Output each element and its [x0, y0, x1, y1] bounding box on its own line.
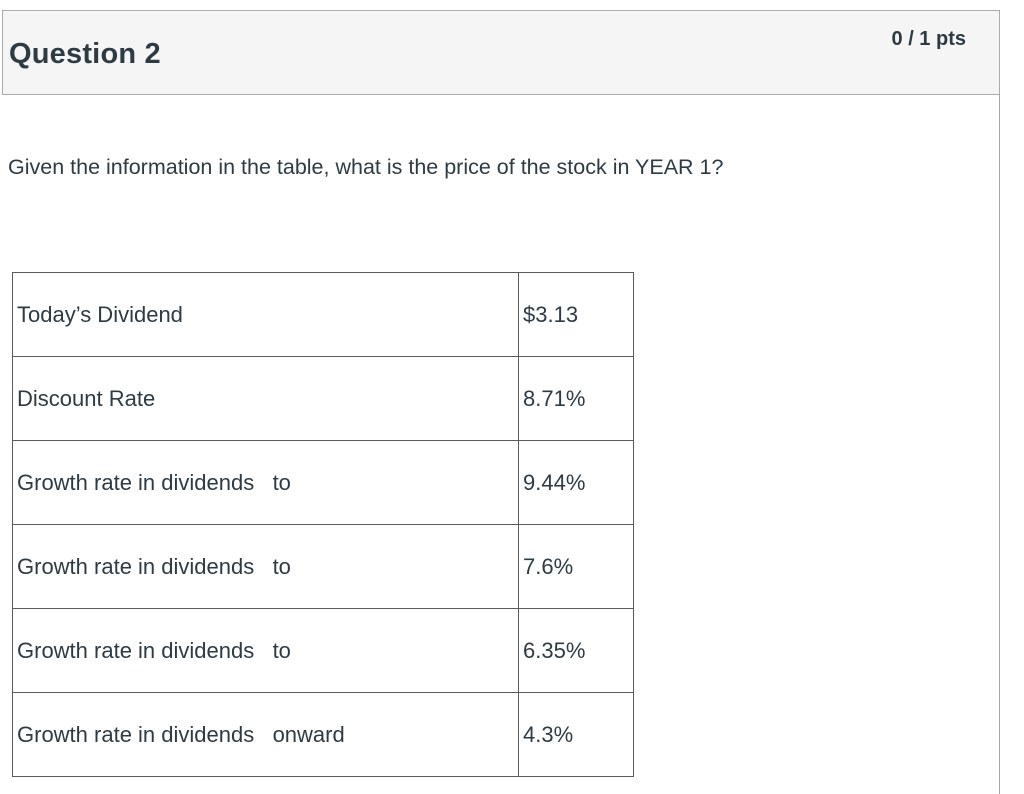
table-cell-value: 4.3%	[518, 692, 634, 777]
question-body: Given the information in the table, what…	[2, 95, 1000, 794]
question-card: Question 2 0 / 1 pts Given the informati…	[2, 10, 1000, 794]
table-cell-label: Growth rate in dividends to	[12, 440, 519, 525]
question-header: Question 2 0 / 1 pts	[2, 10, 1000, 95]
table-row: Today’s Dividend $3.13	[12, 272, 634, 357]
table-cell-value: 6.35%	[518, 608, 634, 693]
question-title: Question 2	[9, 38, 161, 70]
table-row: Growth rate in dividends onward 4.3%	[12, 692, 634, 777]
table-row: Growth rate in dividends to 7.6%	[12, 524, 634, 609]
table-cell-label: Today’s Dividend	[12, 272, 519, 357]
question-data-table: Today’s Dividend $3.13 Discount Rate 8.7…	[12, 272, 634, 777]
table-row: Growth rate in dividends to 6.35%	[12, 608, 634, 693]
table-row: Growth rate in dividends to 9.44%	[12, 440, 634, 525]
table-cell-value: 7.6%	[518, 524, 634, 609]
table-cell-value: $3.13	[518, 272, 634, 357]
table-row: Discount Rate 8.71%	[12, 356, 634, 441]
table-cell-label: Growth rate in dividends to	[12, 608, 519, 693]
table-cell-value: 9.44%	[518, 440, 634, 525]
question-prompt: Given the information in the table, what…	[8, 155, 724, 179]
table-cell-label: Growth rate in dividends to	[12, 524, 519, 609]
table-cell-label: Discount Rate	[12, 356, 519, 441]
table-cell-label: Growth rate in dividends onward	[12, 692, 519, 777]
table-cell-value: 8.71%	[518, 356, 634, 441]
question-points: 0 / 1 pts	[891, 28, 966, 50]
